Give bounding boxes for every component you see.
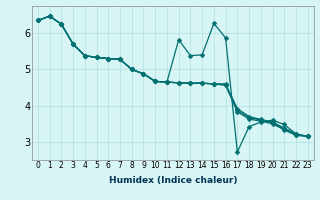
X-axis label: Humidex (Indice chaleur): Humidex (Indice chaleur) <box>108 176 237 185</box>
